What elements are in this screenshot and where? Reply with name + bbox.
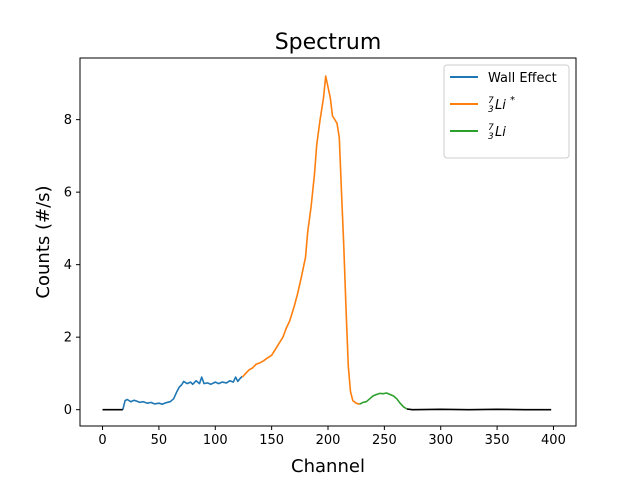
svg-text:*: *	[510, 95, 515, 106]
legend-box	[443, 64, 570, 159]
x-tick-label: 400	[541, 433, 566, 448]
x-axis-label: Channel	[291, 456, 365, 477]
svg-text:7: 7	[488, 123, 494, 133]
series-line-0	[122, 375, 243, 410]
x-tick-label: 250	[372, 433, 397, 448]
y-tick-label: 4	[64, 258, 72, 273]
plot-area	[102, 75, 552, 411]
legend-label: 73 Li	[488, 123, 506, 142]
x-tick-label: 100	[203, 433, 228, 448]
x-tick-label: 50	[151, 433, 168, 448]
y-axis-label: Counts (#/s)	[33, 185, 54, 298]
y-tick-label: 0	[64, 403, 72, 418]
y-tick-label: 2	[64, 331, 72, 346]
svg-text:7: 7	[488, 96, 494, 106]
y-tick-label: 6	[64, 186, 72, 201]
series-line-2	[359, 392, 408, 410]
legend-label: 73 Li *	[488, 95, 515, 115]
chart-title: Spectrum	[275, 30, 382, 55]
x-tick-label: 350	[485, 433, 510, 448]
series-line-4	[406, 408, 552, 411]
x-tick-label: 200	[316, 433, 341, 448]
svg-text:Li: Li	[495, 98, 506, 113]
y-tick-label: 8	[64, 113, 72, 128]
svg-text:Li: Li	[495, 125, 506, 140]
y-axis-ticks: 0 2 4 6 8	[64, 113, 80, 418]
x-tick-label: 0	[98, 433, 106, 448]
series-line-1	[241, 75, 360, 405]
x-axis-ticks: 0 50 100 150 200 250 300 350 400	[98, 426, 566, 448]
svg-text:3: 3	[488, 132, 494, 142]
svg-text:3: 3	[488, 105, 494, 115]
legend-label: Wall Effect	[488, 71, 557, 86]
x-tick-label: 150	[259, 433, 284, 448]
x-tick-label: 300	[428, 433, 453, 448]
